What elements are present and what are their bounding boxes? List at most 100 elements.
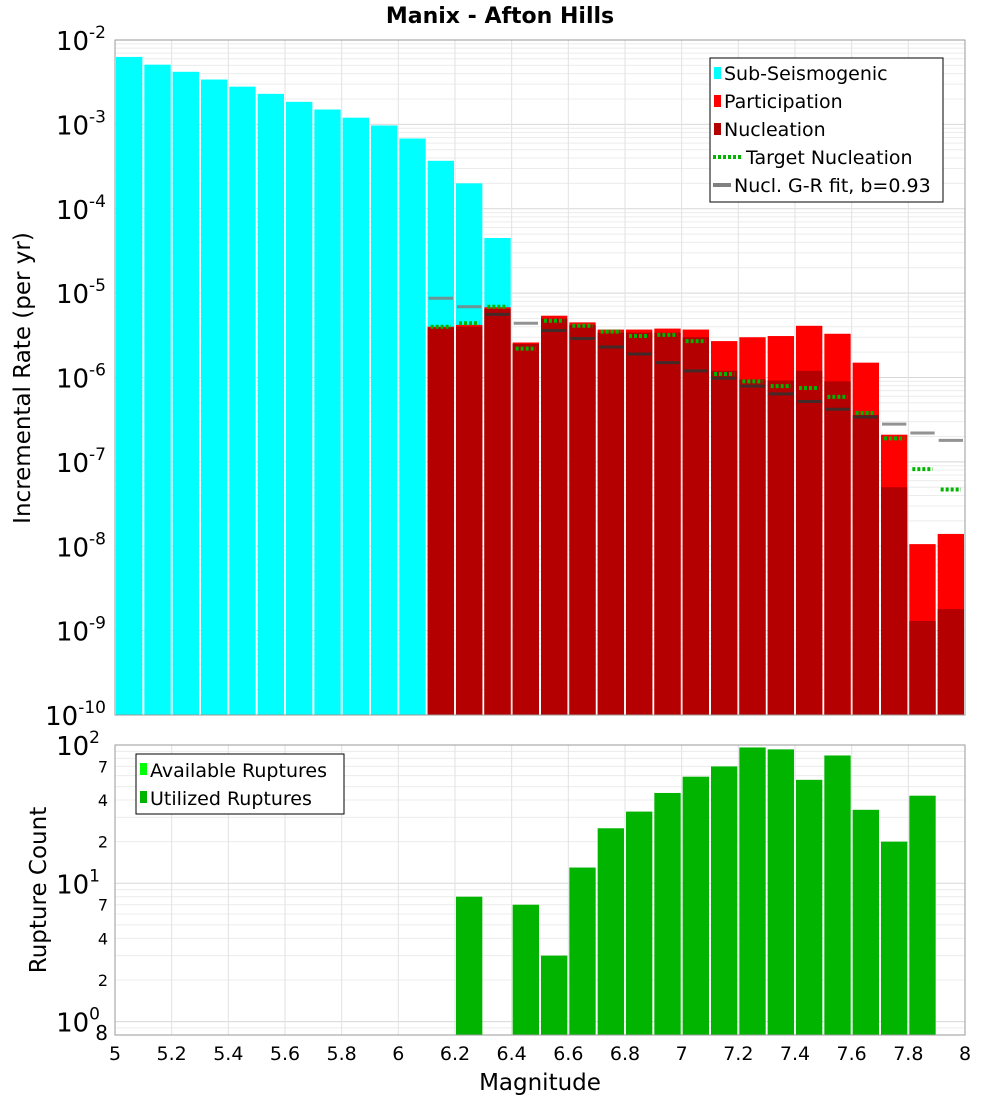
bottom-y-minor-tick-label: 4	[98, 929, 108, 948]
legend-swatch-utilized-ruptures	[140, 791, 147, 803]
utilized-rupture-bar	[909, 795, 936, 1035]
y-tick-exponent: -9	[89, 614, 106, 634]
top-y-tick-label: 10-3	[56, 107, 106, 141]
x-tick-label: 5.4	[213, 1043, 243, 1065]
bottom-y-tick-label: 100	[56, 1005, 100, 1039]
y-tick-base: 10	[56, 196, 89, 226]
top-y-tick-label: 10-4	[56, 192, 106, 226]
bottom-y-tick-label: 101	[56, 866, 100, 900]
x-tick-label: 8	[959, 1043, 971, 1065]
x-tick-label: 7.2	[723, 1043, 753, 1065]
x-tick-label: 6.2	[440, 1043, 470, 1065]
y-tick-exponent: 2	[89, 728, 100, 748]
utilized-rupture-bar	[711, 766, 738, 1035]
legend-label-available-ruptures: Available Ruptures	[150, 760, 327, 782]
y-tick-exponent: 1	[89, 866, 100, 886]
top-y-axis-label: Incremental Rate (per yr)	[10, 232, 36, 524]
y-tick-exponent: -6	[89, 361, 106, 381]
y-tick-exponent: -3	[89, 107, 106, 127]
y-tick-base: 10	[56, 365, 89, 395]
utilized-rupture-bar	[852, 809, 879, 1035]
nucleation-bar	[881, 487, 908, 715]
legend-swatch-sub-seismogenic	[714, 67, 721, 79]
y-tick-exponent: -2	[89, 23, 106, 43]
y-tick-base: 10	[45, 702, 78, 732]
nucleation-bar	[427, 327, 454, 715]
y-tick-base: 10	[56, 1009, 89, 1039]
utilized-rupture-bar	[881, 841, 908, 1035]
utilized-rupture-bar	[626, 811, 653, 1035]
legend-label-participation: Participation	[724, 91, 843, 113]
y-tick-base: 10	[56, 111, 89, 141]
nucleation-bar	[739, 379, 766, 715]
x-tick-label: 7	[676, 1043, 688, 1065]
top-y-tick-label: 10-9	[56, 614, 106, 648]
top-grid	[114, 39, 966, 716]
utilized-rupture-bar	[456, 896, 483, 1035]
x-tick-label: 5.8	[327, 1043, 357, 1065]
bottom-legend-box	[135, 753, 345, 815]
top-y-tick-label: 10-2	[56, 23, 106, 57]
utilized-rupture-bar	[597, 828, 624, 1035]
utilized-rupture-bar	[512, 904, 539, 1035]
nucleation-bar	[937, 609, 964, 715]
bottom-y-minor-tick-label: 4	[98, 791, 108, 810]
nucleation-bar	[654, 332, 681, 715]
chart-title: Manix - Afton Hills	[386, 4, 614, 29]
top-y-tick-label: 10-8	[56, 529, 106, 563]
legend-swatch-participation	[714, 95, 721, 107]
bottom-y-minor-tick-label: 7	[98, 757, 108, 776]
y-tick-exponent: -4	[89, 192, 106, 212]
x-tick-label: 6.8	[610, 1043, 640, 1065]
y-tick-exponent: -10	[78, 698, 106, 718]
y-tick-base: 10	[56, 618, 89, 648]
nucleation-bar	[909, 621, 936, 715]
utilized-rupture-bar	[569, 867, 596, 1035]
x-tick-label: 6.4	[497, 1043, 527, 1065]
nucleation-bar	[597, 332, 624, 715]
sub-seismogenic-bar	[116, 56, 143, 715]
x-tick-label: 6	[392, 1043, 404, 1065]
y-tick-exponent: -5	[89, 276, 106, 296]
utilized-rupture-bar	[654, 792, 681, 1035]
nucleation-bar	[767, 380, 794, 715]
x-tick-labels: 5 5.2 5.4 5.6 5.8 6 6.2 6.4 6.6 6.8 7 7.2 7.4 7.6 7.8 8	[109, 1043, 971, 1065]
legend-label-utilized-ruptures: Utilized Ruptures	[150, 788, 312, 810]
legend-label-nucleation: Nucleation	[724, 119, 826, 141]
x-tick-label: 7.6	[837, 1043, 867, 1065]
legend-swatch-nucleation	[714, 123, 721, 135]
top-legend-box	[709, 57, 944, 203]
nucleation-bar	[626, 332, 653, 715]
y-tick-base: 10	[56, 870, 89, 900]
nucleation-bar	[852, 414, 879, 715]
sub-seismogenic-bar	[257, 93, 284, 715]
nucleation-bar	[824, 381, 851, 715]
utilized-rupture-bar	[796, 779, 823, 1035]
sub-seismogenic-bar	[286, 101, 313, 715]
x-axis-label: Magnitude	[479, 1070, 601, 1096]
nucleation-bar	[456, 326, 483, 715]
top-y-tick-label: 10-5	[56, 276, 106, 310]
top-y-tick-label: 10-6	[56, 361, 106, 395]
utilized-rupture-bar	[541, 955, 568, 1035]
utilized-rupture-bar	[824, 755, 851, 1035]
bottom-legend: Available Ruptures Utilized Ruptures	[135, 753, 345, 815]
x-tick-label: 5.6	[270, 1043, 300, 1065]
y-tick-exponent: -7	[89, 445, 106, 465]
nucleation-bar	[711, 370, 738, 715]
gr-fit-marks	[428, 296, 963, 442]
bottom-y-axis-label: Rupture Count	[26, 807, 52, 973]
nucleation-bar	[484, 308, 511, 715]
nucleation-bar	[541, 318, 568, 715]
nucleation-bar	[512, 343, 539, 715]
bottom-plot-frame	[114, 744, 966, 1036]
utilized-rupture-bar	[739, 747, 766, 1035]
x-tick-label: 7.8	[893, 1043, 923, 1065]
x-tick-label: 5	[109, 1043, 121, 1065]
bottom-y-minor-tick-label: 7	[98, 896, 108, 915]
sub-seismogenic-bar	[314, 109, 341, 715]
y-tick-base: 10	[56, 280, 89, 310]
